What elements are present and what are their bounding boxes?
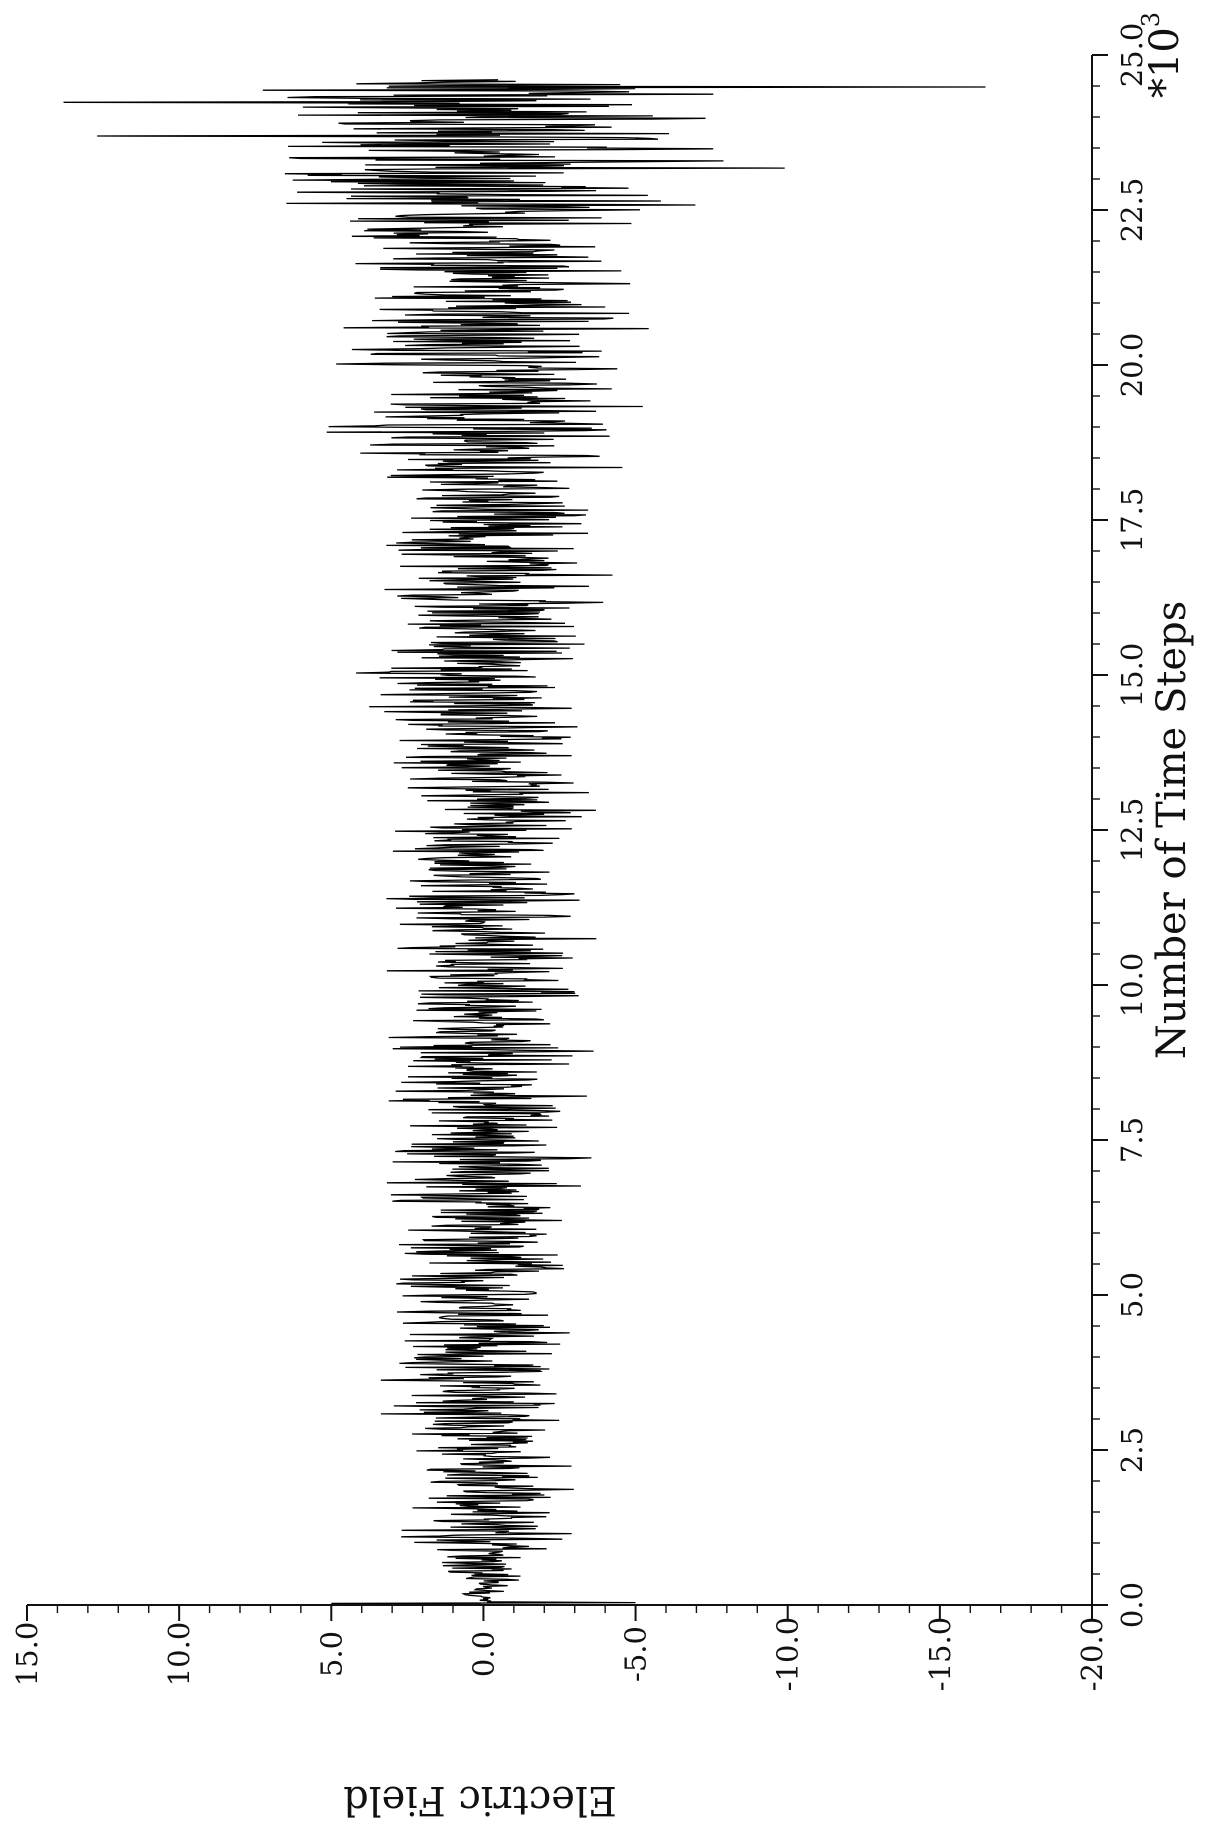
time-tick-label: 5.0: [1115, 1272, 1149, 1318]
time-axis-title: Number of Time Steps: [1149, 601, 1195, 1059]
field-tick-label: -5.0: [619, 1626, 653, 1682]
time-tick-label: 7.5: [1115, 1117, 1149, 1163]
time-tick-label: 25.0: [1115, 23, 1149, 88]
time-tick-label: 10.0: [1115, 953, 1149, 1018]
time-axis-scale: *103: [1137, 12, 1188, 98]
time-tick-label: 2.5: [1115, 1427, 1149, 1473]
field-tick-label: -15.0: [923, 1617, 957, 1691]
time-tick-label: 15.0: [1115, 643, 1149, 708]
time-tick-label: 0.0: [1115, 1582, 1149, 1628]
field-tick-label: -20.0: [1075, 1617, 1109, 1691]
axes: [26, 54, 1108, 1621]
time-tick-label: 17.5: [1115, 488, 1149, 553]
time-tick-label: 22.5: [1115, 178, 1149, 243]
labels: 0.0 2.5 5.0 7.5 10.0 12.5 15.0 17.5 20.0 22.5 25.0…: [10, 12, 1195, 1823]
field-tick-label: 0.0: [466, 1631, 500, 1677]
field-tick-label: 15.0: [10, 1622, 44, 1687]
field-tick-label: 10.0: [162, 1622, 196, 1687]
plot-area: [63, 79, 986, 1606]
field-tick-label: -10.0: [771, 1617, 805, 1691]
field-axis-title: Electric Field: [343, 1777, 617, 1823]
electric-field-trace: [63, 79, 986, 1606]
field-tick-label: 5.0: [314, 1631, 348, 1677]
time-tick-label: 20.0: [1115, 333, 1149, 398]
time-tick-label: 12.5: [1115, 798, 1149, 863]
